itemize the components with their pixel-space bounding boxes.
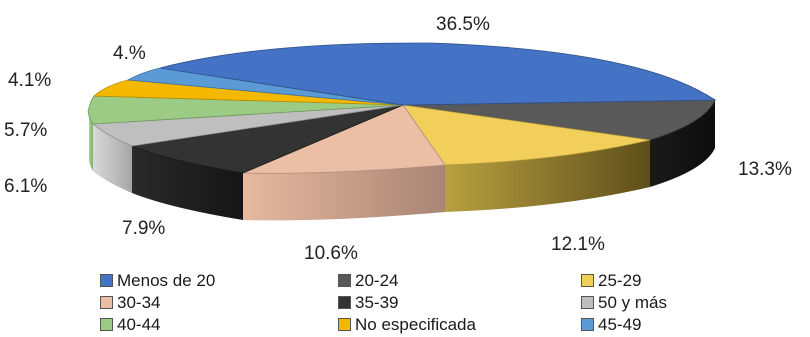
legend-item-35-39: 35-39: [338, 292, 581, 313]
legend-label: 45-49: [598, 314, 642, 334]
legend-label: 40-44: [117, 314, 161, 334]
data-label-35-39: 7.9%: [122, 218, 165, 239]
slice-side-50-y-mas: [93, 124, 132, 193]
legend-label: 25-29: [598, 270, 642, 290]
legend-swatch: [338, 296, 351, 309]
data-label-50-y-mas: 6.1%: [4, 176, 47, 197]
legend-item-20-24: 20-24: [338, 270, 581, 291]
data-label-25-29: 12.1%: [551, 234, 605, 255]
slice-top-35-39: [130, 104, 404, 174]
legend-swatch: [581, 274, 594, 287]
legend-item-40-44: 40-44: [100, 314, 338, 335]
slice-side-40-44: [88, 108, 93, 171]
legend-item-45-49: 45-49: [581, 314, 731, 335]
slice-top-25-29: [402, 104, 651, 166]
legend-item-no-especificada: No especificada: [338, 314, 581, 335]
legend-item-50-y-mas: 50 y más: [581, 292, 731, 313]
slice-top-20-24: [402, 99, 716, 141]
legend-label: 35-39: [355, 292, 399, 312]
legend-label: 30-34: [117, 292, 161, 312]
data-label-30-34: 10.6%: [304, 243, 358, 264]
legend-swatch: [581, 296, 594, 309]
chart-legend: Menos de 20 20-24 25-29 30-34 35-39 50 y…: [100, 270, 720, 335]
slice-side-25-29: [445, 140, 650, 212]
legend-label: 20-24: [355, 270, 399, 290]
slice-top-30-34: [242, 104, 446, 174]
slice-top-menos-de-20: [159, 42, 717, 106]
legend-item-30-34: 30-34: [100, 292, 338, 313]
data-label-no-especificada: 4.1%: [8, 70, 51, 91]
legend-swatch: [338, 274, 351, 287]
legend-swatch: [338, 318, 351, 331]
legend-label: Menos de 20: [117, 270, 216, 290]
pie-chart: 36.5% 13.3% 12.1% 10.6% 7.9% 6.1% 5.7% 4…: [4, 14, 792, 264]
slice-side-35-39: [132, 146, 243, 220]
legend-label: 50 y más: [598, 292, 667, 312]
data-label-40-44: 5.7%: [4, 120, 47, 141]
data-label-20-24: 13.3%: [738, 159, 792, 180]
slice-side-20-24: [650, 100, 715, 187]
legend-swatch: [100, 296, 113, 309]
legend-swatch: [581, 318, 594, 331]
data-label-45-49: 4.%: [113, 43, 146, 64]
legend-item-25-29: 25-29: [581, 270, 731, 291]
data-label-menos-de-20: 36.5%: [436, 14, 490, 35]
legend-label: No especificada: [355, 314, 476, 334]
legend-item-menos-de-20: Menos de 20: [100, 270, 338, 291]
legend-swatch: [100, 318, 113, 331]
legend-swatch: [100, 274, 113, 287]
slice-side-30-34: [243, 165, 445, 221]
